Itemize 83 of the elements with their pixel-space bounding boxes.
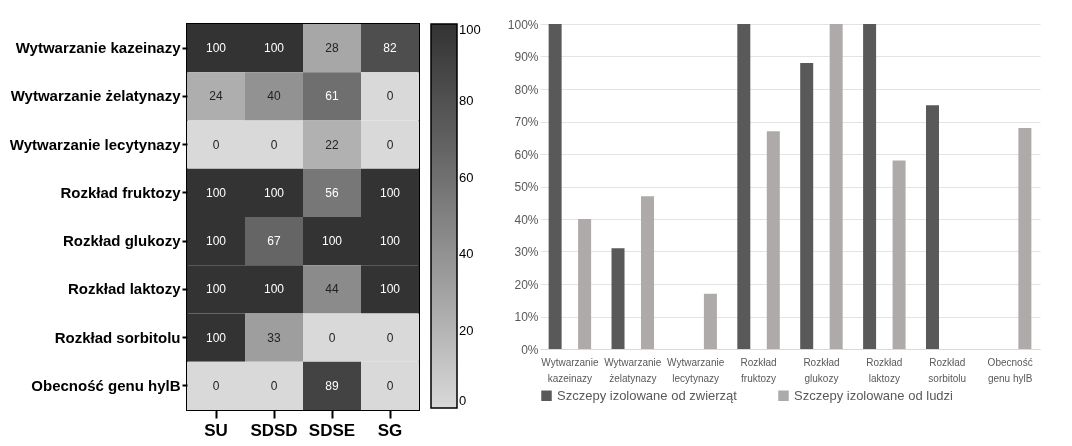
legend-label: Szczepy izolowane od zwierząt bbox=[557, 387, 738, 403]
x-tick-label: SU bbox=[204, 420, 228, 440]
data-label: 0 bbox=[386, 89, 394, 104]
data-label: 0 bbox=[328, 330, 336, 345]
data-label: 100 bbox=[205, 185, 227, 200]
bar bbox=[641, 196, 655, 349]
data-label: 0 bbox=[386, 137, 394, 152]
y-tick-label: 60% bbox=[514, 147, 539, 162]
data-label: 0 bbox=[386, 378, 394, 393]
y-tick-label: Wytwarzanie żelatynazy bbox=[10, 87, 182, 105]
x-tick-label: Rozkład laktozy bbox=[866, 356, 903, 384]
data-label: 33 bbox=[267, 330, 281, 345]
bar bbox=[548, 24, 562, 349]
bar bbox=[800, 63, 814, 349]
x-tick-label: Wytwarzanie lecytynazy bbox=[667, 356, 725, 384]
color-bar-label: 0 bbox=[459, 393, 467, 408]
color-bar-label: 80 bbox=[459, 92, 474, 108]
x-tick-label: Rozkład glukozy bbox=[803, 356, 840, 384]
legend-label: Szczepy izolowane od ludzi bbox=[794, 387, 954, 403]
y-tick-label: 70% bbox=[514, 115, 539, 129]
x-tick-label: Rozkład fruktozy bbox=[740, 356, 777, 384]
x-tick-label: SG bbox=[377, 420, 403, 440]
data-label: 67 bbox=[267, 234, 281, 249]
data-label: 100 bbox=[379, 282, 401, 297]
data-label: 0 bbox=[270, 137, 278, 152]
data-label: 100 bbox=[205, 234, 227, 249]
color-bar-label: 100 bbox=[459, 22, 481, 37]
data-label: 56 bbox=[325, 185, 339, 200]
data-label: 28 bbox=[325, 41, 339, 56]
bar bbox=[1018, 128, 1032, 349]
x-tick-label: Rozkład sorbitolu bbox=[928, 356, 967, 384]
y-tick-label: Rozkład glukozy bbox=[62, 232, 182, 250]
y-tick-label: 90% bbox=[514, 50, 539, 64]
y-tick-label: 20% bbox=[514, 277, 539, 292]
y-tick-label: 30% bbox=[514, 245, 539, 259]
bar bbox=[892, 160, 906, 349]
data-label: 24 bbox=[209, 89, 223, 104]
bar bbox=[863, 24, 877, 349]
y-tick-label: Wytwarzanie kazeinazy bbox=[15, 39, 182, 57]
data-label: 89 bbox=[325, 378, 339, 393]
data-label: 100 bbox=[263, 41, 285, 56]
color-bar-label: 40 bbox=[459, 246, 474, 262]
data-label: 82 bbox=[383, 41, 397, 56]
data-label: 0 bbox=[386, 330, 394, 345]
data-label: 100 bbox=[205, 41, 227, 56]
data-label: 0 bbox=[270, 378, 278, 393]
data-label: 44 bbox=[325, 282, 339, 297]
bar bbox=[737, 24, 751, 349]
data-label: 100 bbox=[379, 234, 401, 249]
data-label: 22 bbox=[325, 137, 339, 152]
y-tick-label: 40% bbox=[514, 212, 539, 227]
data-label: 100 bbox=[205, 282, 227, 297]
y-tick-label: Wytwarzanie lecytynazy bbox=[9, 135, 182, 153]
x-tick-label: SDSE bbox=[308, 420, 356, 440]
data-label: 61 bbox=[325, 89, 339, 104]
bar bbox=[611, 248, 625, 349]
data-label: 100 bbox=[379, 185, 401, 200]
data-label: 100 bbox=[205, 330, 227, 345]
bar bbox=[766, 131, 780, 349]
y-tick-label: Rozkład fruktozy bbox=[60, 183, 182, 201]
data-label: 100 bbox=[263, 185, 285, 200]
data-label: 40 bbox=[267, 89, 281, 104]
bar bbox=[925, 105, 939, 349]
color-bar-label: 60 bbox=[459, 169, 474, 185]
y-tick-label: Rozkład laktozy bbox=[67, 280, 182, 298]
color-bar-label: 20 bbox=[459, 323, 474, 339]
y-tick-label: 100% bbox=[507, 17, 539, 32]
data-label: 0 bbox=[212, 378, 220, 393]
data-label: 100 bbox=[321, 234, 343, 249]
bar bbox=[829, 24, 843, 349]
y-tick-label: 10% bbox=[514, 310, 539, 324]
y-tick-label: Rozkład sorbitolu bbox=[54, 328, 181, 346]
y-tick-label: 80% bbox=[514, 82, 539, 97]
data-label: 100 bbox=[263, 282, 285, 297]
y-tick-label: 50% bbox=[514, 180, 539, 194]
x-tick-label: Wytwarzanie kazeinazy bbox=[541, 356, 599, 384]
data-label: 0 bbox=[212, 137, 220, 152]
y-tick-label: 0% bbox=[521, 342, 539, 357]
bar bbox=[703, 293, 717, 349]
bar bbox=[578, 219, 592, 349]
x-tick-label: SDSD bbox=[250, 420, 298, 440]
x-tick-label: Obecność genu hylB bbox=[987, 356, 1033, 384]
x-tick-label: Wytwarzanie żelatynazy bbox=[604, 356, 662, 384]
